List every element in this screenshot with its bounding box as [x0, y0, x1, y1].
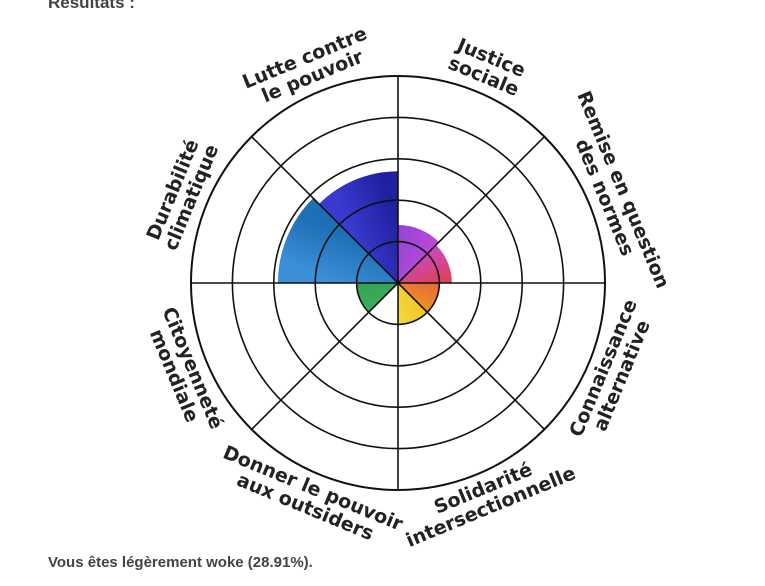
result-text: Vous êtes légèrement woke (28.91%). [48, 554, 313, 571]
sector-citoyenneté-mondiale [356, 283, 398, 313]
sector-solidarité-intersectionnelle [398, 283, 428, 325]
axis-label: Remise en question [572, 88, 673, 292]
sector-durabilité-climatique [277, 198, 398, 283]
sector-justice-sociale [398, 225, 439, 283]
grid-spoke [251, 136, 399, 284]
grid-spoke [397, 136, 545, 284]
results-heading: Résultats : [48, 0, 135, 12]
grid-spoke [251, 282, 399, 430]
sector-connaissance-alternative [398, 283, 440, 313]
sector-lutte-contre-le-pouvoir [318, 171, 398, 283]
grid-spoke [397, 282, 545, 430]
